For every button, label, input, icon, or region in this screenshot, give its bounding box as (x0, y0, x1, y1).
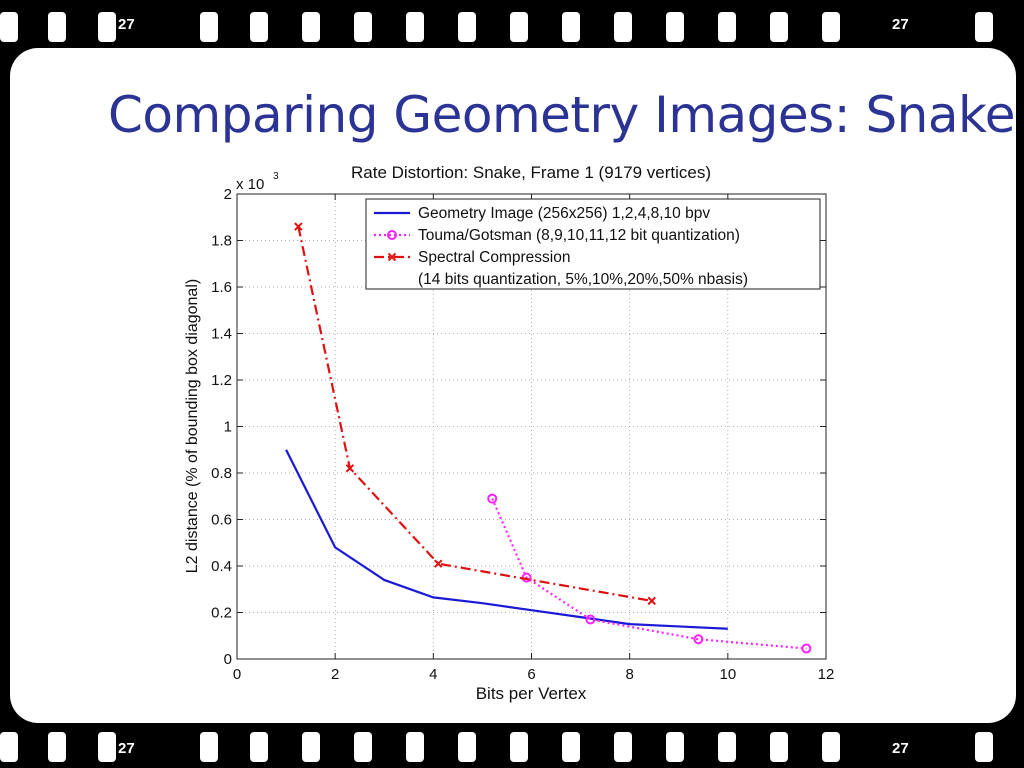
x-tick-label: 8 (625, 666, 633, 683)
sprocket-hole (200, 732, 218, 762)
sprocket-hole (200, 12, 218, 42)
y-tick-label: 1.8 (211, 233, 232, 250)
legend-label-1: Geometry Image (256x256) 1,2,4,8,10 bpv (418, 205, 710, 222)
series-line-1 (285, 449, 728, 630)
series-3-point (434, 559, 443, 568)
sprocket-hole (48, 732, 66, 762)
sprocket-hole (975, 732, 993, 762)
sprocket-hole (458, 12, 476, 42)
legend-label-3-line2: (14 bits quantization, 5%,10%,20%,50% nb… (418, 271, 748, 288)
x-tick-label: 0 (233, 666, 241, 683)
legend-label-2: Touma/Gotsman (8,9,10,11,12 bit quantiza… (418, 227, 740, 244)
sprocket-hole (0, 12, 18, 42)
sprocket-hole (302, 732, 320, 762)
series-line-3 (297, 226, 652, 602)
sprocket-hole (510, 12, 528, 42)
sprocket-hole (822, 12, 840, 42)
y-tick-label: 1.4 (211, 326, 232, 343)
series-3-point (294, 222, 303, 231)
sprocket-hole (614, 732, 632, 762)
sprocket-hole (975, 12, 993, 42)
sprocket-hole (770, 12, 788, 42)
sprocket-hole (302, 12, 320, 42)
y-tick-label: 0.2 (211, 605, 232, 622)
film-strip-bottom (0, 720, 1024, 768)
legend-marker-2 (387, 230, 397, 240)
series-2-point (693, 634, 704, 645)
x-tick-label: 6 (527, 666, 535, 683)
legend-label-3: Spectral Compression (418, 249, 570, 266)
series-2-point (487, 493, 498, 504)
x-tick-label: 4 (429, 666, 437, 683)
sprocket-hole (250, 732, 268, 762)
sprocket-hole (614, 12, 632, 42)
sprocket-hole (0, 732, 18, 762)
sprocket-hole (822, 732, 840, 762)
y-multiplier-label: x 10 (236, 176, 264, 193)
sprocket-hole (510, 732, 528, 762)
series-2-point (585, 614, 596, 625)
frame-number-top-left: 27 (118, 16, 135, 33)
y-tick-label: 1 (224, 419, 232, 436)
x-axis-label: Bits per Vertex (476, 684, 587, 703)
frame-number-bottom-left: 27 (118, 740, 135, 757)
sprocket-hole (718, 732, 736, 762)
sprocket-hole (354, 732, 372, 762)
frame-number-top-right: 27 (892, 16, 909, 33)
y-multiplier-exponent: 3 (273, 171, 279, 182)
chart-title: Rate Distortion: Snake, Frame 1 (9179 ve… (351, 163, 711, 182)
y-tick-label: 1.6 (211, 279, 232, 296)
sprocket-hole (666, 12, 684, 42)
y-tick-label: 0.4 (211, 558, 232, 575)
sprocket-hole (718, 12, 736, 42)
legend-box (365, 198, 821, 290)
sprocket-hole (562, 12, 580, 42)
y-tick-label: 0.6 (211, 512, 232, 529)
legend-marker-3 (387, 252, 397, 262)
sprocket-hole (48, 12, 66, 42)
film-strip-top (0, 0, 1024, 48)
x-tick-label: 2 (331, 666, 339, 683)
sprocket-hole (406, 12, 424, 42)
y-axis-label: L2 distance (% of bounding box diagonal) (184, 279, 201, 573)
sprocket-hole (562, 732, 580, 762)
sprocket-hole (458, 732, 476, 762)
y-tick-label: 0.8 (211, 465, 232, 482)
frame-number-bottom-right: 27 (892, 740, 909, 757)
slide-title: Comparing Geometry Images: Snake (108, 86, 1015, 144)
series-3-point (647, 596, 656, 606)
series-3-point (345, 464, 355, 473)
y-tick-label: 0 (224, 651, 232, 668)
sprocket-hole (250, 12, 268, 42)
sprocket-hole (666, 732, 684, 762)
sprocket-hole (770, 732, 788, 762)
y-tick-label: 1.2 (211, 372, 232, 389)
sprocket-hole (98, 732, 116, 762)
y-tick-label: 2 (224, 186, 232, 203)
x-tick-label: 12 (818, 666, 835, 683)
sprocket-hole (98, 12, 116, 42)
sprocket-hole (406, 732, 424, 762)
x-tick-label: 10 (719, 666, 736, 683)
sprocket-hole (354, 12, 372, 42)
series-2-point (801, 643, 812, 654)
